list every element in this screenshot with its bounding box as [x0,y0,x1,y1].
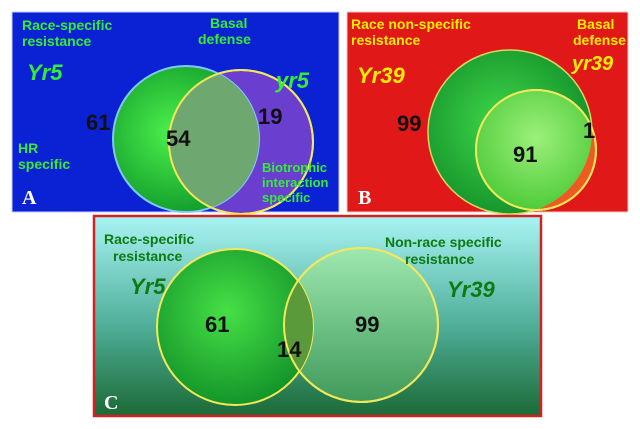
panel-a-right-label-line2: defense [198,31,251,47]
panel-a-biotrophic-label-line1: Biotrophic [262,160,327,175]
panel-c-right-label-line1: Non-race specific [385,234,502,250]
panel-b-left-label-line1: Race non-specific [351,16,471,32]
panel-b-right-label-line1: Basal [577,16,614,32]
panel-b-overlap-count: 91 [513,142,537,167]
panel-a-right-count: 19 [258,104,282,129]
panel-c-left-label-line2: resistance [113,248,182,264]
panel-a-biotrophic-label-line2: interaction [262,175,329,190]
panel-b: Race non-specific resistance Basal defen… [346,11,629,215]
panel-b-letter: B [358,187,371,209]
panel-c-left-label-line1: Race-specific [104,231,194,247]
panel-c-overlap-count: 14 [277,337,302,362]
panel-a-left-label-line1: Race-specific [22,17,112,33]
panel-a-overlap [169,70,259,212]
panel-c-right-gene: Yr39 [447,277,495,302]
panel-a-left-label-line2: resistance [22,33,91,49]
panel-b-right-label-line2: defense [573,32,626,48]
panel-a-letter: A [22,187,37,209]
panel-a-right-label-line1: Basal [210,15,247,31]
panel-c: Race-specific resistance Non-race specif… [92,214,543,418]
panel-c-non-race-outline [283,247,439,403]
panel-a-biotrophic-label-line3: specific [262,190,310,205]
panel-c-right-count: 99 [355,312,379,337]
panel-b-left-gene: Yr39 [357,63,405,88]
panel-b-overlap [476,90,592,210]
panel-a-hr-label-line1: HR [18,140,38,156]
panel-c-left-count: 61 [205,312,229,337]
panel-b-right-gene: yr39 [571,53,614,75]
panel-c-right-label-line2: resistance [405,251,474,267]
panel-a-left-gene: Yr5 [27,60,63,85]
panel-a-left-count: 61 [86,110,110,135]
panel-a-basal-outline [168,69,314,215]
panel-a: Race-specific resistance Basal defense Y… [11,11,340,215]
panel-b-left-count: 99 [397,111,421,136]
panel-a-overlap-count: 54 [166,126,191,151]
panel-c-letter: C [104,392,118,414]
panel-b-basal-outline [475,89,597,211]
panel-b-left-label-line2: resistance [351,32,420,48]
panel-a-hr-label-line2: specific [18,156,70,172]
panel-b-right-count: 1 [583,118,595,143]
panel-c-left-gene: Yr5 [130,274,166,299]
panel-a-right-gene: yr5 [275,68,310,93]
